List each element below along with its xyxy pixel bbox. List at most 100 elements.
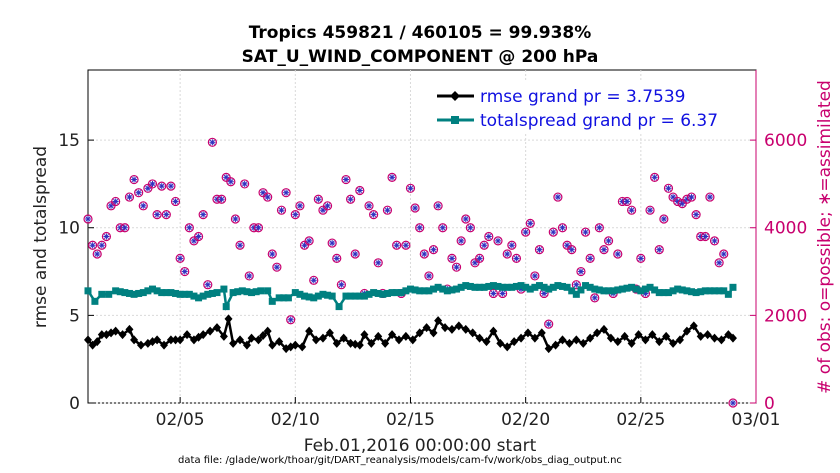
x-tick-label: 02/05 — [156, 410, 205, 430]
obs-count-point — [622, 196, 632, 207]
totalspread-point — [577, 286, 585, 294]
rmse-point — [468, 328, 477, 338]
x-tick-label: 02/25 — [616, 410, 665, 430]
rmse-point — [523, 328, 532, 338]
rmse-point — [291, 340, 300, 350]
totalspread-point — [420, 287, 428, 295]
series-rmse — [84, 314, 737, 354]
rmse-point — [318, 333, 327, 343]
totalspread-point — [720, 287, 728, 295]
totalspread-point — [342, 292, 350, 300]
rmse-point — [298, 342, 307, 352]
rmse-point — [728, 333, 737, 343]
legend-box — [430, 82, 730, 132]
totalspread-point — [291, 289, 299, 297]
obs-count-point — [465, 223, 475, 233]
rmse-point — [696, 331, 705, 341]
rmse-point — [422, 323, 431, 333]
totalspread-point — [314, 292, 322, 300]
totalspread-point — [701, 287, 709, 295]
totalspread-point — [605, 287, 613, 295]
totalspread-point — [268, 297, 276, 305]
rmse-point — [415, 328, 424, 338]
rmse-point — [153, 335, 162, 345]
obs-count-point — [438, 223, 448, 233]
rmse-point — [537, 328, 546, 338]
totalspread-point — [190, 292, 198, 300]
obs-count-point — [373, 258, 383, 268]
obs-count-point — [461, 214, 471, 224]
obs-count-point — [645, 205, 655, 215]
totalspread-point — [471, 283, 479, 291]
obs-count-point — [101, 231, 112, 242]
rmse-point — [339, 333, 348, 343]
totalspread-point — [623, 284, 631, 292]
obs-count-point — [83, 214, 93, 224]
totalspread-point — [586, 283, 594, 291]
obs-count-point — [332, 253, 342, 264]
chart-title-line-1: Tropics 459821 / 460105 = 99.938% — [249, 23, 592, 43]
obs-count-point — [428, 245, 439, 255]
obs-count-point — [230, 214, 241, 224]
rmse-point — [482, 337, 491, 347]
y-right-tick-label: 6000 — [764, 131, 807, 151]
obs-count-point — [111, 196, 121, 207]
rmse-point — [579, 338, 588, 348]
totalspread-point — [545, 285, 553, 293]
rmse-point — [447, 324, 456, 334]
rmse-point — [166, 335, 175, 345]
totalspread-point — [729, 283, 737, 291]
rmse-point — [613, 337, 622, 347]
rmse-point — [675, 335, 684, 345]
totalspread-point — [379, 290, 387, 298]
totalspread-point — [443, 287, 451, 295]
obs-count-point — [548, 227, 558, 237]
totalspread-point — [310, 294, 318, 302]
obs-count-point — [217, 194, 227, 204]
totalspread-point — [563, 283, 571, 291]
x-tick-label: 03/01 — [732, 410, 781, 430]
y-right-tick-label: 0 — [764, 394, 775, 414]
totalspread-point — [660, 289, 668, 297]
totalspread-point — [195, 294, 203, 302]
obs-count-point — [502, 249, 512, 259]
totalspread-point — [234, 288, 242, 296]
rmse-point — [183, 330, 192, 340]
totalspread-point — [549, 283, 557, 291]
footnote: data file: /glade/work/thoar/git/DART_re… — [178, 455, 622, 466]
totalspread-point — [84, 287, 92, 295]
rmse-point — [558, 335, 567, 345]
x-tick-label: 02/10 — [271, 410, 320, 430]
obs-count-point — [286, 315, 296, 325]
obs-count-point — [493, 236, 503, 246]
obs-count-point — [451, 262, 462, 272]
obs-count-point — [263, 192, 273, 202]
totalspread-point — [499, 283, 507, 291]
obs-count-point — [309, 275, 319, 285]
rmse-point — [160, 340, 169, 350]
obs-count-point — [673, 196, 683, 207]
totalspread-point — [568, 287, 576, 295]
obs-count-point — [290, 209, 300, 220]
totalspread-point — [476, 283, 484, 291]
rmse-point — [367, 338, 376, 348]
totalspread-point — [535, 282, 543, 290]
totalspread-point — [678, 286, 686, 294]
totalspread-point — [531, 283, 539, 291]
obs-count-point — [405, 183, 416, 193]
totalspread-point — [425, 287, 433, 295]
totalspread-point — [448, 286, 456, 294]
obs-count-point — [613, 249, 623, 259]
totalspread-point — [485, 282, 493, 290]
obs-count-point — [627, 205, 637, 215]
obs-count-point — [193, 231, 204, 242]
rmse-point — [593, 328, 602, 338]
totalspread-point — [582, 282, 590, 290]
totalspread-point — [105, 290, 113, 298]
totalspread-point — [517, 282, 525, 290]
obs-count-point — [511, 253, 522, 264]
totalspread-point — [257, 287, 265, 295]
totalspread-point — [554, 282, 562, 290]
rmse-point — [325, 328, 334, 338]
legend-rmse-label: rmse grand pr = 3.7539 — [480, 87, 685, 107]
